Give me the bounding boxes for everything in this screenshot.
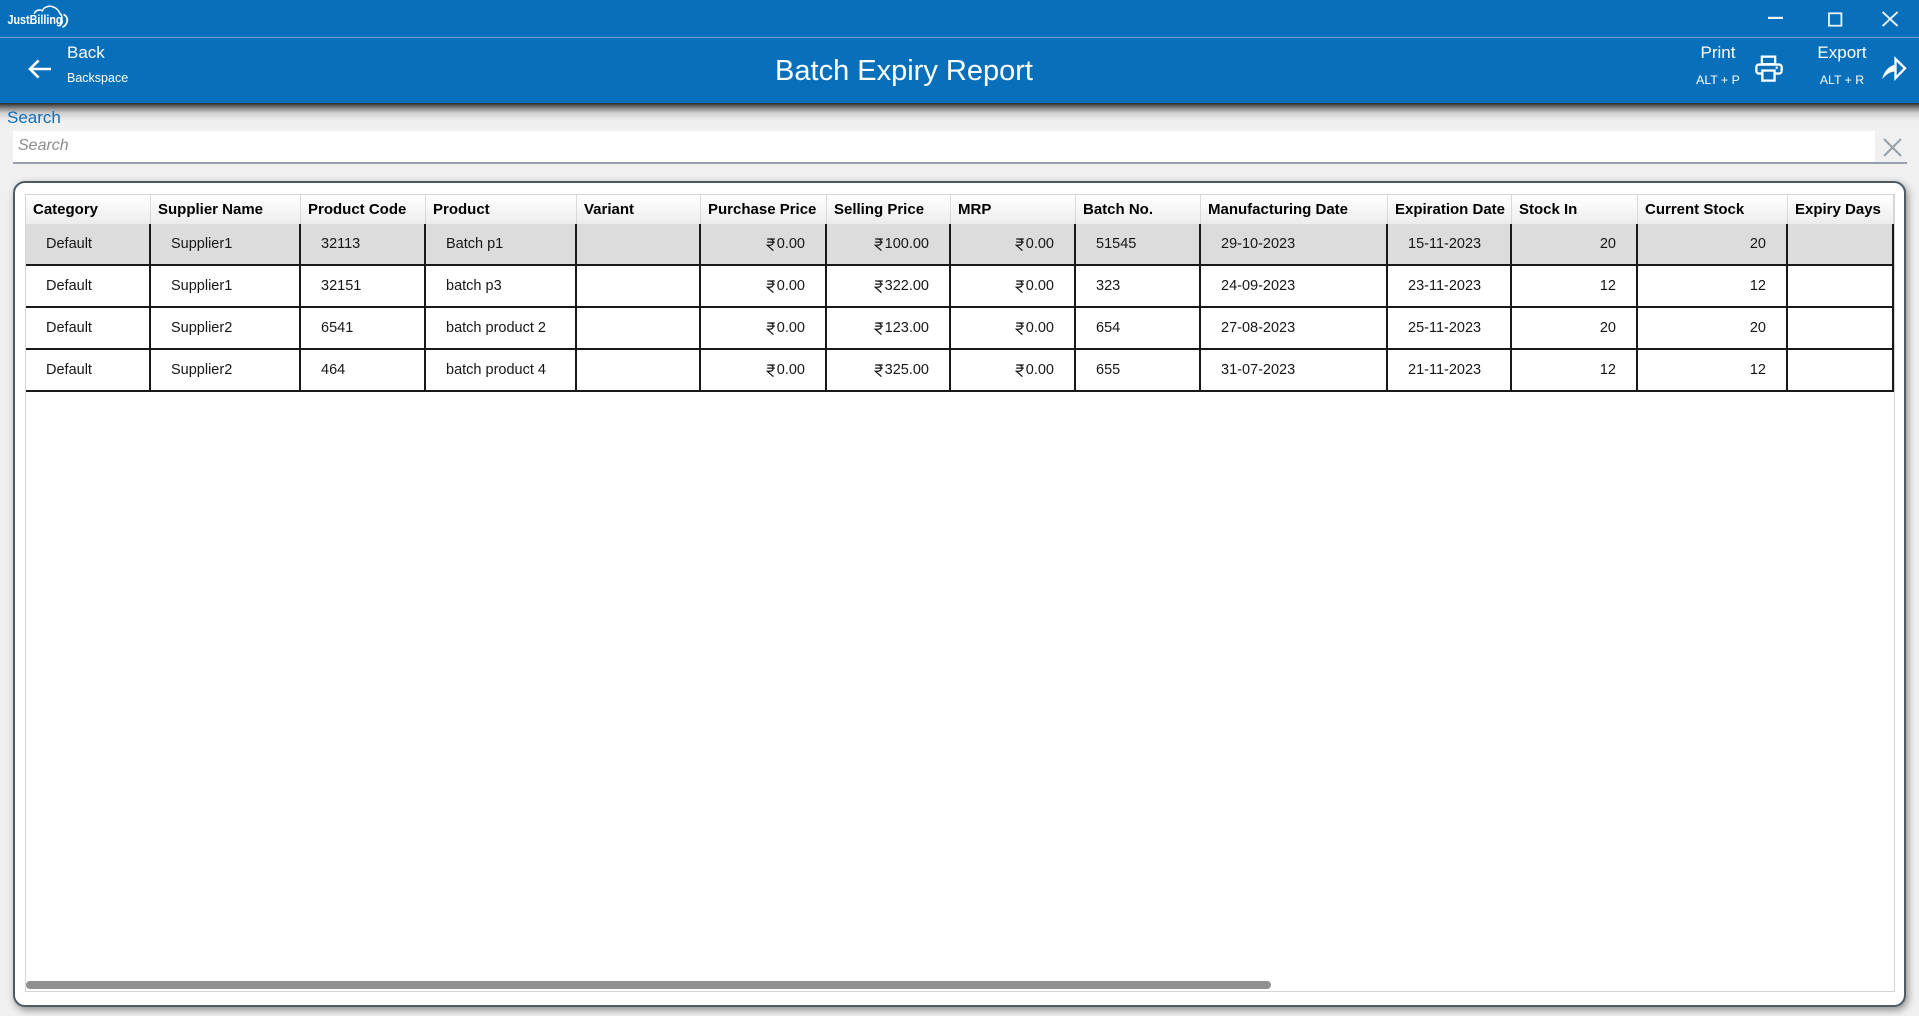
svg-text:JustBilling: JustBilling (8, 12, 63, 27)
